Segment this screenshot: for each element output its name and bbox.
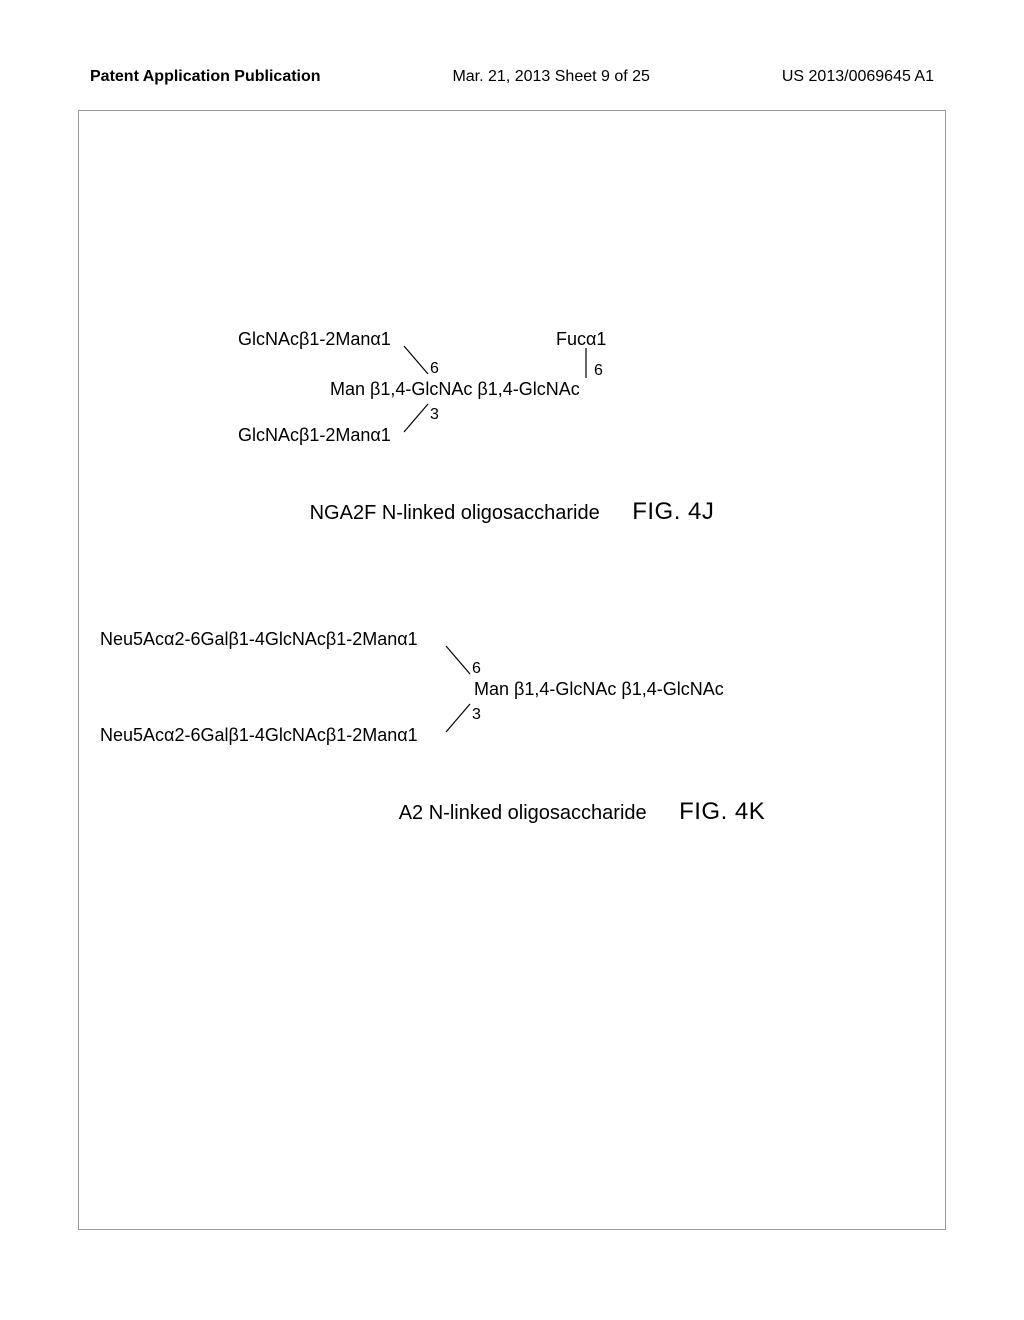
fig4j-caption: NGA2F N-linked oligosaccharide (310, 502, 600, 524)
fig4j-fuc-linkage: 6 (594, 362, 603, 380)
fig4j-branch-upper: GlcNAcβ1-2Manα1 (238, 330, 391, 350)
fig4k-connectors (0, 630, 1024, 790)
header-right: US 2013/0069645 A1 (782, 68, 934, 86)
fig4j-caption-row: NGA2F N-linked oligosaccharide FIG. 4J (0, 498, 1024, 526)
fig4k-caption: A2 N-linked oligosaccharide (399, 802, 647, 824)
fig4j-fuc-label: Fucα1 (556, 330, 606, 350)
fig4k-branch-upper: Neu5Acα2-6Galβ1-4GlcNAcβ1-2Manα1 (100, 630, 418, 650)
figure-4j: GlcNAcβ1-2Manα1 GlcNAcβ1-2Manα1 Man β1,4… (0, 330, 1024, 526)
diagram-4j: GlcNAcβ1-2Manα1 GlcNAcβ1-2Manα1 Man β1,4… (0, 330, 1024, 490)
fig4k-label: FIG. 4K (679, 798, 765, 825)
fig4k-branch-lower: Neu5Acα2-6Galβ1-4GlcNAcβ1-2Manα1 (100, 726, 418, 746)
fig4j-core: Man β1,4-GlcNAc β1,4-GlcNAc (330, 380, 580, 400)
fig4k-caption-row: A2 N-linked oligosaccharide FIG. 4K (0, 798, 1024, 826)
fig4j-label: FIG. 4J (632, 498, 714, 525)
fig4k-core: Man β1,4-GlcNAc β1,4-GlcNAc (474, 680, 724, 700)
fig4j-connectors (0, 330, 1024, 490)
header-mid: Mar. 21, 2013 Sheet 9 of 25 (452, 68, 649, 86)
header-left: Patent Application Publication (90, 68, 321, 86)
fig4k-linkage-lower: 3 (472, 706, 481, 724)
page-header: Patent Application Publication Mar. 21, … (0, 68, 1024, 86)
fig4k-linkage-upper: 6 (472, 660, 481, 678)
fig4j-linkage-upper: 6 (430, 360, 439, 378)
figure-4k: Neu5Acα2-6Galβ1-4GlcNAcβ1-2Manα1 Neu5Acα… (0, 630, 1024, 826)
diagram-4k: Neu5Acα2-6Galβ1-4GlcNAcβ1-2Manα1 Neu5Acα… (0, 630, 1024, 790)
fig4j-branch-lower: GlcNAcβ1-2Manα1 (238, 426, 391, 446)
fig4j-linkage-lower: 3 (430, 406, 439, 424)
